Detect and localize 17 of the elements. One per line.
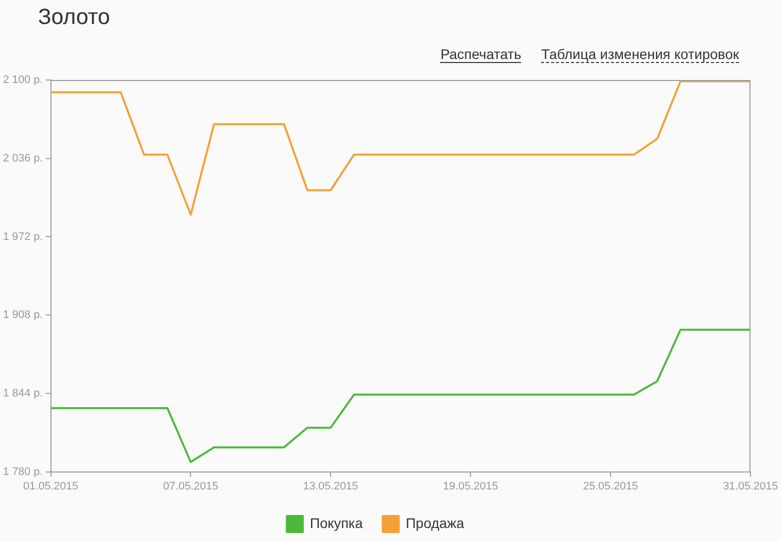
y-tick-label: 1 780 р. — [2, 466, 43, 478]
chart-title: Золото — [38, 4, 110, 30]
legend-label: Покупка — [310, 514, 363, 531]
y-tick-label: 1 972 р. — [2, 230, 43, 243]
x-tick-label: 19.05.2015 — [443, 480, 498, 492]
text: Распечатать — [440, 46, 522, 63]
x-tick-label: 31.05.2015 — [722, 480, 778, 492]
x-tick-label: 13.05.2015 — [303, 480, 358, 492]
y-tick-label: 1 844 р. — [2, 387, 43, 400]
legend-label: Продажа — [406, 514, 464, 531]
text: Таблица изменения котировок — [541, 46, 739, 63]
y-tick-label: 2 036 р. — [2, 152, 43, 164]
x-tick-label: 07.05.2015 — [163, 480, 218, 492]
y-tick-label: 2 100 р. — [2, 74, 43, 86]
x-tick-label: 25.05.2015 — [583, 480, 638, 492]
y-tick-label: 1 908 р. — [2, 309, 43, 322]
x-tick-label: 01.05.2015 — [23, 480, 78, 492]
